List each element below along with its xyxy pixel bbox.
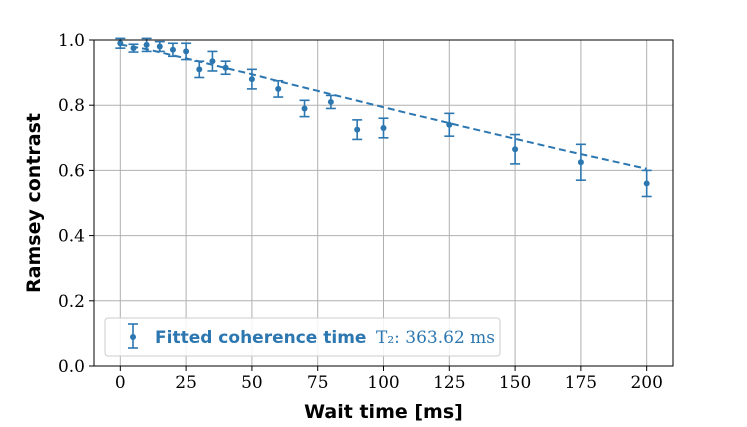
data-point <box>378 117 389 139</box>
x-tick-label: 125 <box>433 373 465 393</box>
x-tick-label: 0 <box>115 373 126 393</box>
data-marker <box>275 85 282 92</box>
data-marker <box>301 105 308 112</box>
data-point <box>352 119 363 141</box>
data-marker <box>446 121 453 128</box>
data-point <box>207 50 218 72</box>
data-point <box>299 99 310 118</box>
data-point <box>154 40 165 53</box>
data-marker <box>380 125 387 132</box>
fit-line-layer <box>120 43 647 170</box>
data-marker <box>354 126 361 133</box>
data-marker <box>643 180 650 187</box>
tick-layer: 0 25 50 75 100 125 150 175 200 0.0 0.2 0.4 0.6 0.8 1.0 <box>58 31 663 393</box>
data-marker <box>130 45 137 52</box>
legend-dot <box>130 334 136 340</box>
data-point <box>141 37 152 53</box>
data-point <box>641 169 652 198</box>
data-point <box>220 60 231 76</box>
legend-t2-value: T₂: 363.62 ms <box>376 328 495 348</box>
y-tick-label: 0.2 <box>58 292 85 312</box>
x-tick-label: 75 <box>307 373 329 393</box>
data-marker <box>196 66 203 73</box>
y-tick-label: 1.0 <box>58 31 85 51</box>
legend-box <box>104 317 501 357</box>
data-marker <box>222 64 229 71</box>
data-marker <box>169 46 176 53</box>
x-tick-label: 200 <box>630 373 662 393</box>
data-marker <box>156 43 163 50</box>
y-tick-label: 0.0 <box>58 357 85 377</box>
data-point <box>246 68 257 90</box>
data-points-layer <box>115 37 652 198</box>
y-tick-label: 0.6 <box>58 161 85 181</box>
fit-curve <box>120 43 647 170</box>
data-point <box>325 94 336 110</box>
data-marker <box>183 48 190 55</box>
data-marker <box>512 146 519 153</box>
grid <box>94 39 673 367</box>
legend: Fitted coherence time T₂: 363.62 ms <box>104 317 501 357</box>
data-point <box>167 42 178 58</box>
x-axis-label: Wait time [ms] <box>304 401 463 423</box>
data-marker <box>143 41 150 48</box>
data-marker <box>327 98 334 105</box>
data-marker <box>117 40 124 47</box>
data-point <box>115 37 126 49</box>
x-tick-label: 150 <box>499 373 531 393</box>
data-point <box>575 143 586 181</box>
legend-marker <box>128 323 138 349</box>
legend-label: Fitted coherence time <box>155 328 366 348</box>
y-axis-label: Ramsey contrast <box>23 113 45 293</box>
data-marker <box>577 159 584 166</box>
data-point <box>510 133 521 165</box>
data-point <box>181 42 192 61</box>
x-tick-label: 100 <box>367 373 399 393</box>
y-tick-label: 0.8 <box>58 96 85 116</box>
x-tick-label: 50 <box>241 373 263 393</box>
y-tick-label: 0.4 <box>58 227 85 247</box>
data-point <box>128 43 139 53</box>
x-tick-label: 25 <box>175 373 197 393</box>
data-point <box>444 112 455 137</box>
data-point <box>273 79 284 98</box>
data-marker <box>209 58 216 65</box>
data-marker <box>248 76 255 83</box>
data-point <box>194 60 205 79</box>
x-tick-label: 175 <box>565 373 597 393</box>
